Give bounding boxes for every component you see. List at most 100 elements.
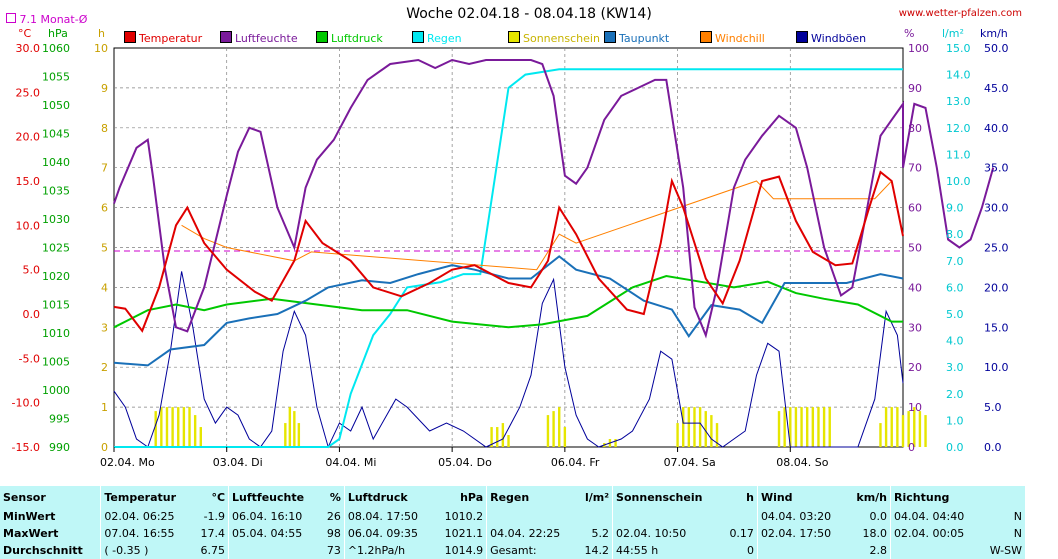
stats-row-max: MaxWert 07.04. 16:55 17.4 05.04. 04:55 9… xyxy=(0,525,1025,543)
sun-time xyxy=(612,508,722,526)
rain-time: 04.04. 22:25 xyxy=(486,525,577,543)
press-time: 06.04. 09:35 xyxy=(343,525,435,543)
legend-swatch xyxy=(700,31,712,43)
legend-swatch xyxy=(412,31,424,43)
sunshine-bar xyxy=(614,439,617,447)
sunshine-bar xyxy=(199,427,202,447)
wind-tick-label: 0.0 xyxy=(984,441,1002,454)
pressure-tick-label: 1000 xyxy=(42,384,70,397)
wind-time: 02.04. 17:50 xyxy=(756,525,848,543)
series-windböen xyxy=(113,271,904,449)
sunshine-bar xyxy=(907,411,910,447)
site-url[interactable]: www.wetter-pfalzen.com xyxy=(898,8,1022,19)
hdr-luftdruck-unit: hPa xyxy=(460,490,484,504)
wind-val: 2.8 xyxy=(869,544,888,558)
pressure-tick-label: 1015 xyxy=(42,299,70,312)
sunshine-bar xyxy=(811,407,815,447)
sunshine-bar xyxy=(507,435,510,447)
legend-item-regen: Regen xyxy=(412,31,462,45)
sunshine-bar xyxy=(890,407,893,447)
rain-tick-label: 15.0 xyxy=(946,42,971,55)
humidity-tick-label: 20 xyxy=(908,361,922,374)
wind-val: 18.0 xyxy=(862,527,888,541)
day-label: 02.04. Mo xyxy=(100,456,155,469)
plot-area xyxy=(113,47,904,448)
row-label: MinWert xyxy=(3,510,56,524)
wind-tick-label: 40.0 xyxy=(984,122,1009,135)
wind-tick-label: 45.0 xyxy=(984,82,1009,95)
legend-item-windböen: Windböen xyxy=(796,31,866,45)
sunshine-bar xyxy=(710,415,713,447)
day-label: 05.04. Do xyxy=(438,456,492,469)
pressure-tick-label: 1060 xyxy=(42,42,70,55)
sunshine-bar xyxy=(501,423,505,447)
humidity-tick-label: 90 xyxy=(908,82,922,95)
hdr-wind: Wind xyxy=(756,486,848,509)
rain-tick-label: 5.0 xyxy=(946,308,964,321)
hdr-sonnenschein-unit: h xyxy=(746,490,754,504)
legend-item-temperatur: Temperatur xyxy=(124,31,202,45)
sunshine-bar xyxy=(160,407,163,447)
series-taupunkt xyxy=(113,255,904,367)
wind-tick-label: 20.0 xyxy=(984,281,1009,294)
sunshine-bar xyxy=(288,407,292,447)
press-time: ^1.2hPa/h xyxy=(343,542,435,559)
wind-unit: km/h xyxy=(980,27,1008,40)
sunshine-bar xyxy=(293,411,296,447)
wind-time xyxy=(756,542,848,559)
legend-label: Sonnenschein xyxy=(523,32,600,45)
hdr-regen: Regen xyxy=(486,486,577,509)
temp-tick-label: 15.0 xyxy=(16,175,41,188)
hdr-luftdruck: Luftdruck xyxy=(343,486,435,509)
humidity-tick-label: 30 xyxy=(908,321,922,334)
rain-val xyxy=(576,508,612,525)
rain-tick-label: 11.0 xyxy=(946,148,971,161)
sunshine-bar xyxy=(682,407,685,447)
legend-swatch xyxy=(124,31,136,43)
hdr-sensor: Sensor xyxy=(3,490,46,504)
legend-label: Temperatur xyxy=(139,32,203,45)
series-luftdruck xyxy=(113,274,903,329)
series-temperatur xyxy=(113,170,904,333)
rain-val: 5.2 xyxy=(591,527,610,541)
sunshine-bar xyxy=(777,411,781,447)
rain-tick-label: 9.0 xyxy=(946,202,964,215)
pressure-tick-label: 1055 xyxy=(42,71,70,84)
legend-item-luftfeuchte: Luftfeuchte xyxy=(220,31,298,45)
sunshine-bar xyxy=(817,407,820,447)
dir-time: 02.04. 00:05 xyxy=(890,525,981,543)
sunshine-bar xyxy=(789,407,792,447)
sun-tick-label: 8 xyxy=(101,122,108,135)
rain-tick-label: 6.0 xyxy=(946,281,964,294)
hdr-luftfeuchte-unit: % xyxy=(329,490,341,504)
sun-val: 0.17 xyxy=(729,527,754,541)
temp-tick-label: -5.0 xyxy=(19,352,40,365)
temp-tick-label: -15.0 xyxy=(12,441,40,454)
sun-tick-label: 2 xyxy=(101,361,108,374)
temp-val: 6.75 xyxy=(200,544,226,558)
pressure-tick-label: 1040 xyxy=(42,156,70,169)
sunshine-bar xyxy=(698,407,702,447)
day-label: 04.04. Mi xyxy=(325,456,376,469)
temp-time: ( -0.35 ) xyxy=(100,542,193,559)
hum-time xyxy=(228,542,321,559)
day-label: 06.04. Fr xyxy=(551,456,600,469)
legend-item-sonnenschein: Sonnenschein xyxy=(508,31,600,45)
temp-time: 07.04. 16:55 xyxy=(100,525,193,543)
legend-item-luftdruck: Luftdruck xyxy=(316,31,383,45)
pressure-tick-label: 995 xyxy=(49,413,70,426)
hdr-richtung: Richtung xyxy=(890,486,981,509)
pressure-tick-label: 990 xyxy=(49,441,70,454)
rain-unit: l/m² xyxy=(942,27,964,40)
hdr-luftfeuchte: Luftfeuchte xyxy=(228,486,321,509)
sunshine-bar xyxy=(490,427,493,447)
row-label: MaxWert xyxy=(3,527,59,541)
sunshine-bar xyxy=(913,407,916,447)
temp-tick-label: 5.0 xyxy=(23,264,41,277)
sun-tick-label: 0 xyxy=(101,441,108,454)
rain-val: 14.2 xyxy=(584,544,610,558)
sunshine-bar xyxy=(794,407,798,447)
dir-time xyxy=(890,542,981,559)
sunshine-bar xyxy=(284,423,287,447)
sunshine-bar xyxy=(800,407,803,447)
